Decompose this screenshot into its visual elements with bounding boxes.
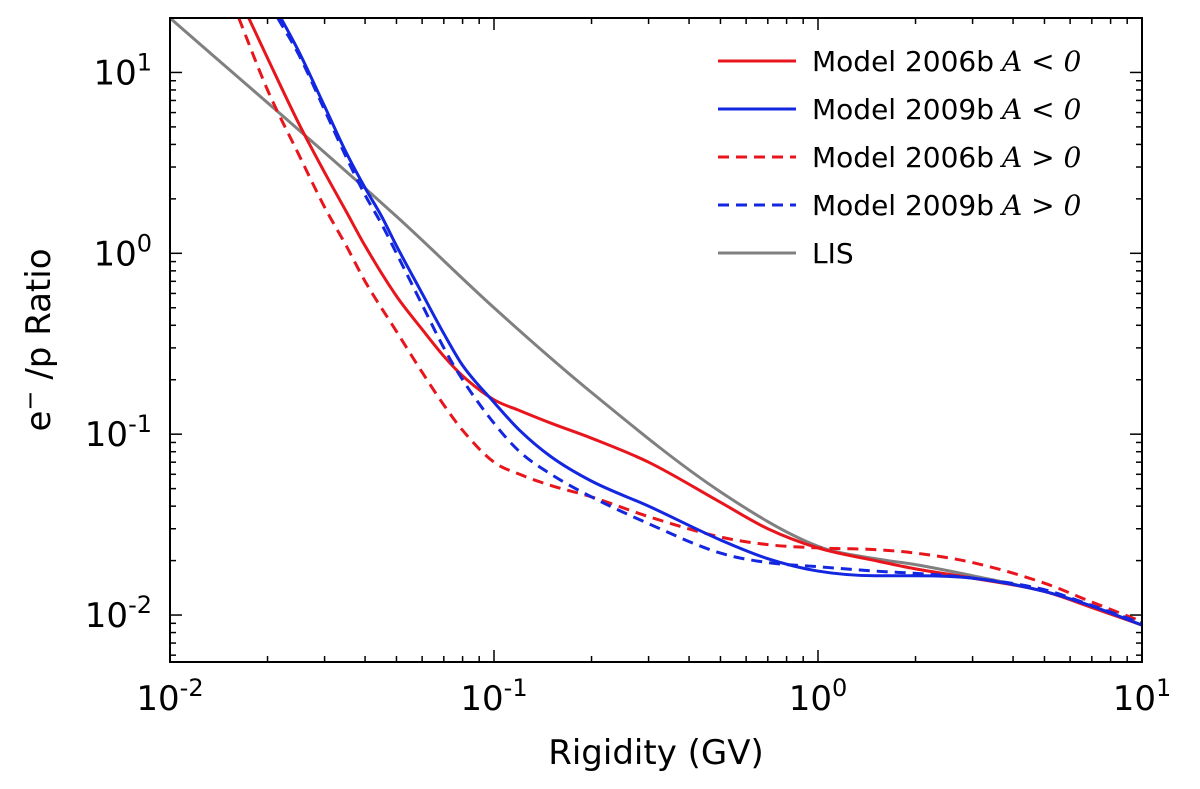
y-axis-label-sup: − <box>16 390 44 410</box>
series-line-model-2009b <box>279 18 1142 627</box>
x-tick-label: 10-2 <box>136 674 203 719</box>
series-layer <box>170 18 1142 627</box>
series-line-model-2006b <box>247 18 1142 627</box>
y-axis-label-base: e <box>19 411 59 432</box>
legend-entry-label: Model 2006b A > 0 <box>812 141 1081 174</box>
x-axis-label: Rigidity (GV) <box>548 733 764 773</box>
series-line-model-2009b-dashed <box>276 18 1142 625</box>
y-tick-label: 100 <box>93 229 152 274</box>
legend-entry-label: Model 2009b A > 0 <box>812 189 1081 222</box>
y-tick-label: 10-1 <box>85 410 152 455</box>
series-line-model-2006b-dashed <box>237 18 1142 623</box>
x-tick-label: 101 <box>1113 674 1172 719</box>
tick-labels: 10-2 10-1 100 101 10-2 10-1 100 101 <box>85 48 1171 719</box>
axis-ticks <box>169 17 1142 662</box>
legend-entry-label: Model 2009b A < 0 <box>812 93 1081 126</box>
y-tick-label: 10-2 <box>85 591 152 636</box>
legend-entry-label: Model 2006b A < 0 <box>812 45 1081 78</box>
legend-entry-label: LIS <box>812 237 854 270</box>
x-tick-label: 100 <box>789 674 848 719</box>
y-axis-label-rest: /p Ratio <box>19 249 59 391</box>
y-tick-label: 101 <box>93 48 152 93</box>
legend: Model 2006b A < 0 Model 2009b A < 0 Model 20… <box>718 45 1081 270</box>
plot-frame <box>169 17 1143 663</box>
series-line-lis <box>170 18 1142 627</box>
x-tick-label: 10-1 <box>460 674 527 719</box>
y-axis-label: e− /p Ratio <box>16 249 59 432</box>
